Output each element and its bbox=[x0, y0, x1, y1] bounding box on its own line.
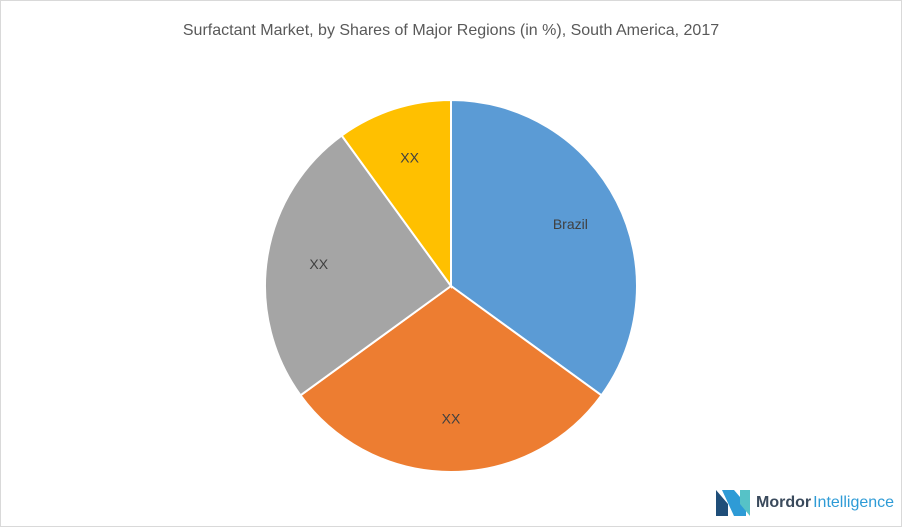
slice-label: XX bbox=[400, 149, 419, 165]
pie-slice bbox=[299, 284, 603, 473]
logo-icon bbox=[716, 490, 728, 516]
logo-icon bbox=[740, 490, 750, 516]
slice-label: XX bbox=[309, 256, 328, 272]
pie-slice bbox=[264, 134, 453, 397]
slice-label: XX bbox=[442, 411, 461, 427]
logo-name-bold: Mordor bbox=[756, 494, 811, 511]
chart-title: Surfactant Market, by Shares of Major Re… bbox=[183, 22, 719, 39]
logo-icon bbox=[722, 490, 746, 516]
logo: Mordor Intelligence bbox=[716, 490, 894, 516]
slice-label: Brazil bbox=[553, 216, 588, 232]
logo-name-light: Intelligence bbox=[813, 494, 894, 511]
logo-text: Mordor Intelligence bbox=[756, 494, 894, 511]
pie-slice bbox=[450, 98, 638, 397]
pie-slice bbox=[340, 98, 452, 290]
